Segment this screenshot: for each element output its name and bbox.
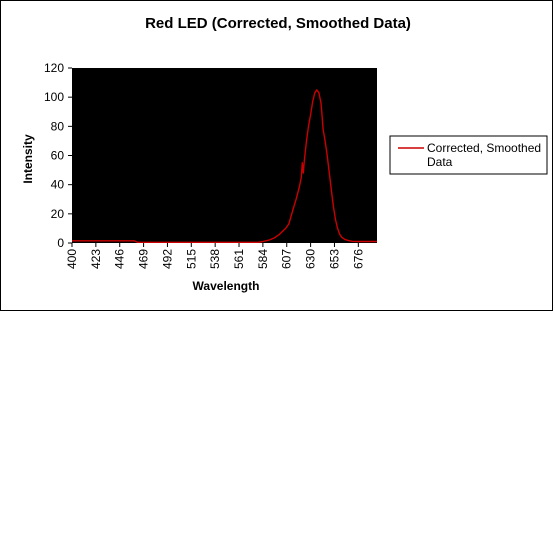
x-tick-label: 423 bbox=[89, 249, 103, 269]
y-tick-label: 20 bbox=[51, 207, 65, 221]
x-tick-label: 446 bbox=[113, 249, 127, 269]
series-group bbox=[72, 89, 377, 244]
chart-frame: Red LED (Corrected, Smoothed Data) 0 20 40… bbox=[0, 0, 553, 311]
chart-title: Red LED (Corrected, Smoothed Data) bbox=[145, 15, 411, 32]
plot-area bbox=[72, 68, 377, 243]
legend-label: Corrected, Smoothed Data bbox=[427, 141, 544, 169]
y-axis: 0 20 40 60 80 100 120 bbox=[44, 61, 72, 250]
y-tick-label: 80 bbox=[51, 119, 65, 133]
legend-label-line-2: Data bbox=[427, 155, 453, 169]
x-tick-label: 676 bbox=[351, 249, 365, 269]
series-line bbox=[72, 89, 377, 244]
y-tick-label: 60 bbox=[51, 149, 65, 163]
legend-box bbox=[389, 135, 548, 175]
x-axis: 400 423 446 469 492 515 538 561 584 607 630 653 676 bbox=[65, 243, 365, 269]
x-tick-label: 607 bbox=[280, 249, 294, 269]
x-tick-label: 630 bbox=[304, 249, 318, 269]
legend-label-line-1: Corrected, Smoothed bbox=[427, 141, 541, 155]
y-tick-label: 120 bbox=[44, 61, 64, 75]
x-tick-label: 561 bbox=[232, 249, 246, 269]
legend: Corrected, Smoothed Data bbox=[389, 135, 548, 175]
y-tick-label: 0 bbox=[57, 236, 64, 250]
x-tick-label: 400 bbox=[65, 249, 79, 269]
x-tick-label: 653 bbox=[327, 249, 341, 269]
x-axis-title: Wavelength bbox=[193, 279, 260, 293]
x-tick-label: 469 bbox=[137, 249, 151, 269]
y-axis-title: Intensity bbox=[21, 134, 35, 184]
x-tick-label: 584 bbox=[256, 249, 270, 269]
x-tick-label: 492 bbox=[160, 249, 174, 269]
y-tick-label: 100 bbox=[44, 90, 64, 104]
y-tick-label: 40 bbox=[51, 178, 65, 192]
x-tick-label: 515 bbox=[184, 249, 198, 269]
x-tick-label: 538 bbox=[208, 249, 222, 269]
chart-svg: Red LED (Corrected, Smoothed Data) 0 20 40… bbox=[21, 15, 548, 293]
